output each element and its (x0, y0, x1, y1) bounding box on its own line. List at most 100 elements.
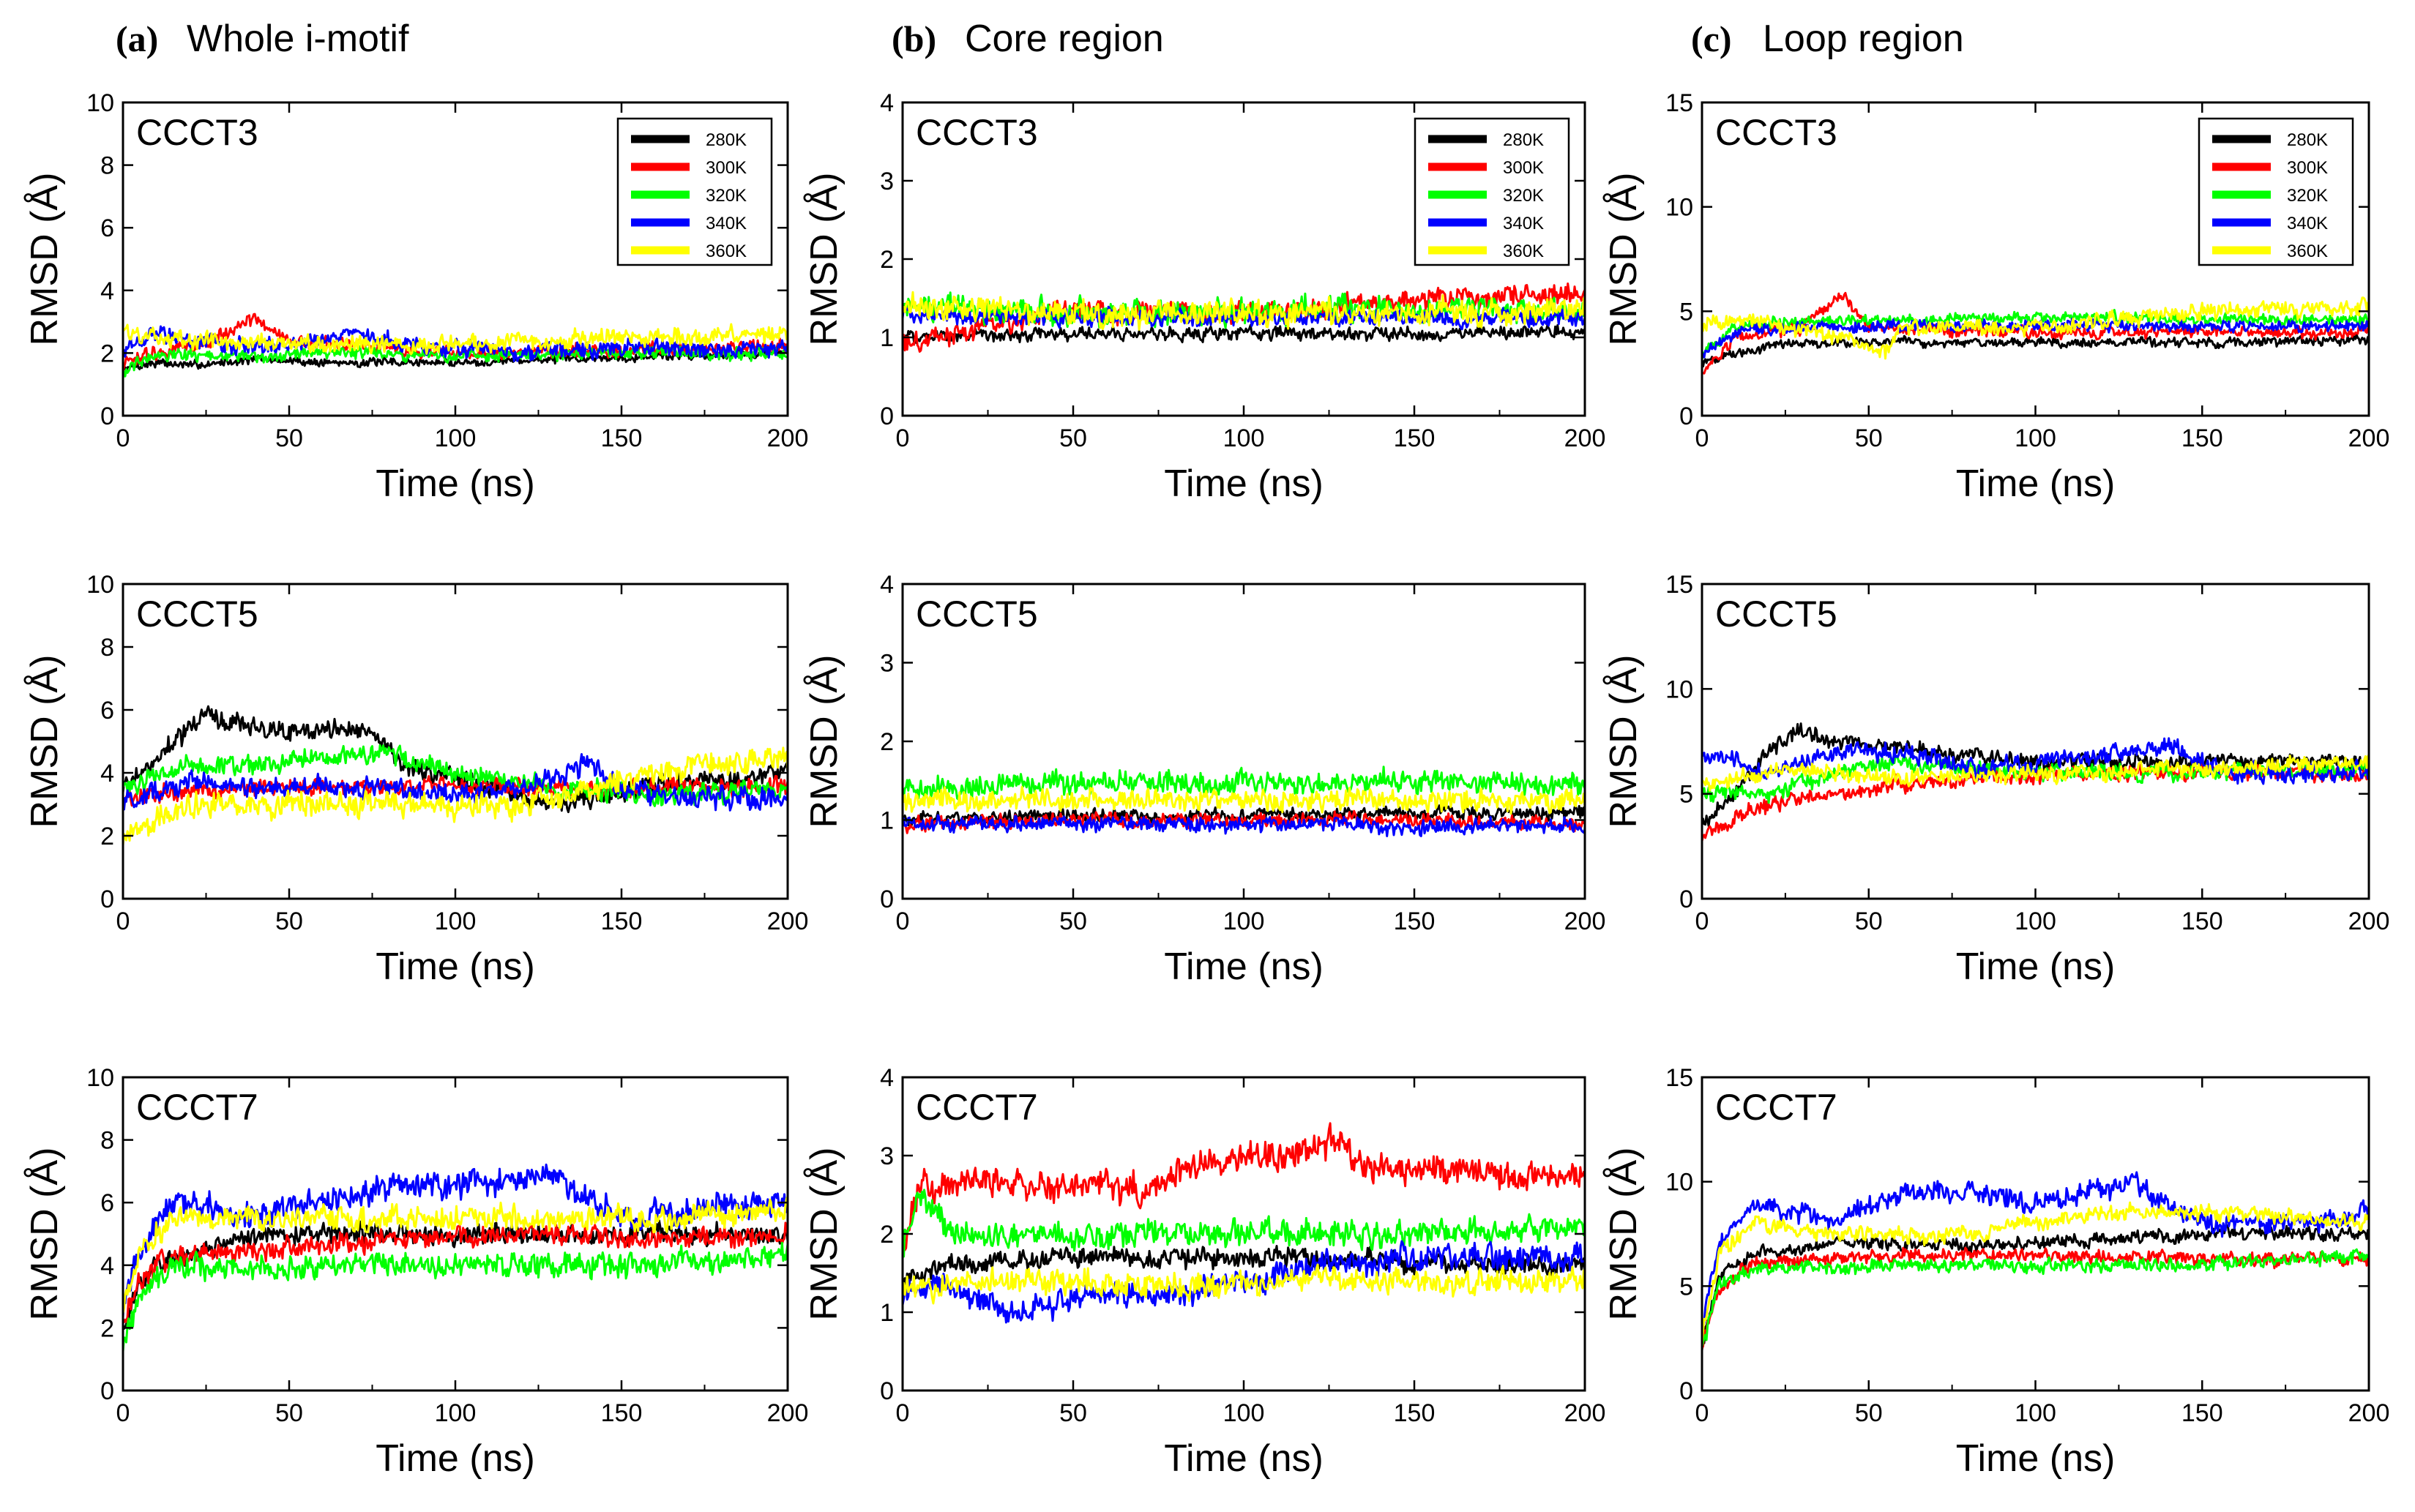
y-tick-label: 1 (880, 1299, 894, 1327)
x-tick-label: 200 (1564, 907, 1606, 935)
x-tick-label: 50 (1855, 907, 1883, 935)
y-tick-label: 5 (1679, 298, 1693, 326)
x-tick-label: 150 (2181, 1399, 2223, 1427)
y-tick-label: 10 (1665, 675, 1693, 703)
series-group (1702, 1171, 2369, 1351)
legend-label-280K: 280K (706, 130, 747, 150)
legend: 280K 300K 320K 340K 360K (2198, 117, 2354, 266)
y-tick-label: 3 (880, 650, 894, 678)
y-tick-label: 2 (100, 340, 114, 367)
legend-label-360K: 360K (706, 242, 747, 261)
x-axis-label: Time (ns) (376, 463, 535, 505)
series-line-320K (1702, 1248, 2369, 1347)
x-axis-label: Time (ns) (1956, 463, 2116, 505)
chart-panel-1-1: 0 50 100 150 200 0 2 4 6 8 10 Time (ns) RMSD (Å) CCCT… (23, 89, 808, 505)
y-tick-label: 15 (1665, 571, 1693, 599)
x-tick-label: 0 (1695, 424, 1709, 452)
series-line-280K (1702, 1224, 2369, 1351)
y-tick-label: 2 (880, 728, 894, 756)
x-tick-label: 50 (1059, 424, 1087, 452)
x-axis-label: Time (ns) (1164, 1437, 1324, 1480)
x-tick-label: 100 (435, 424, 477, 452)
x-tick-label: 50 (1059, 1399, 1087, 1427)
series-line-360K (123, 746, 788, 846)
y-tick-label: 4 (100, 1252, 114, 1280)
x-tick-label: 100 (435, 1399, 477, 1427)
y-tick-label: 8 (100, 634, 114, 662)
x-tick-label: 100 (1223, 1399, 1265, 1427)
y-tick-label: 0 (100, 403, 114, 430)
x-tick-label: 100 (1223, 907, 1265, 935)
x-tick-label: 0 (116, 424, 130, 452)
panel-title: CCCT7 (136, 1087, 258, 1128)
y-tick-label: 10 (86, 571, 114, 599)
y-tick-label: 2 (880, 1221, 894, 1249)
series-line-280K (903, 1245, 1585, 1290)
series-line-320K (123, 345, 788, 379)
series-line-360K (903, 291, 1585, 331)
column-title-b: Core region (965, 18, 1164, 60)
x-tick-label: 0 (896, 1399, 910, 1427)
panel-title: CCCT7 (1715, 1087, 1837, 1128)
x-axis-label: Time (ns) (376, 1437, 535, 1480)
x-tick-label: 150 (601, 424, 643, 452)
x-tick-label: 200 (2348, 1399, 2390, 1427)
series-line-280K (903, 323, 1585, 345)
x-axis-label: Time (ns) (1164, 946, 1324, 988)
x-tick-label: 100 (2015, 424, 2056, 452)
legend-label-320K: 320K (1503, 186, 1544, 206)
column-title-a: Whole i-motif (187, 18, 409, 60)
chart-panel-2-2: 0 50 100 150 200 0 1 2 3 4 Time (ns) RMSD (Å) CCCT5 (803, 571, 1605, 988)
y-tick-label: 4 (100, 760, 114, 787)
series-line-360K (123, 1197, 788, 1314)
y-tick-label: 0 (1679, 886, 1693, 913)
series-line-300K (903, 1122, 1585, 1251)
x-tick-label: 200 (2348, 907, 2390, 935)
series-group (903, 766, 1585, 837)
y-tick-label: 0 (880, 1377, 894, 1405)
legend-label-300K: 300K (1503, 158, 1544, 178)
y-tick-label: 6 (100, 1189, 114, 1217)
x-tick-label: 150 (2181, 424, 2223, 452)
column-header-b: (b) Core region (892, 18, 1164, 60)
legend-label-320K: 320K (706, 186, 747, 206)
x-axis-label: Time (ns) (1164, 463, 1324, 505)
series-line-300K (1702, 1246, 2369, 1350)
x-tick-label: 150 (1394, 424, 1436, 452)
series-line-300K (123, 774, 788, 807)
series-group (123, 705, 788, 846)
x-tick-label: 150 (1394, 1399, 1436, 1427)
series-line-340K (123, 1163, 788, 1318)
legend: 280K 300K 320K 340K 360K (616, 117, 773, 266)
series-group (903, 1122, 1585, 1324)
panel-title: CCCT5 (136, 594, 258, 635)
x-tick-label: 100 (2015, 1399, 2056, 1427)
y-tick-label: 2 (100, 1314, 114, 1342)
x-tick-label: 50 (275, 907, 303, 935)
x-axis-label: Time (ns) (1956, 946, 2116, 988)
x-tick-label: 0 (1695, 907, 1709, 935)
panel-title: CCCT5 (1715, 594, 1837, 635)
panel-title: CCCT3 (136, 112, 258, 153)
chart-panel-3-2: 0 50 100 150 200 0 1 2 3 4 Time (ns) RMSD (Å) CCCT7 (803, 1064, 1605, 1480)
y-axis-label: RMSD (Å) (1602, 655, 1645, 828)
y-tick-label: 0 (880, 403, 894, 430)
x-tick-label: 50 (1855, 424, 1883, 452)
y-axis-label: RMSD (Å) (1602, 1148, 1645, 1321)
y-tick-label: 1 (880, 324, 894, 352)
x-tick-label: 0 (1695, 1399, 1709, 1427)
column-title-c: Loop region (1763, 18, 1964, 60)
column-letter-a: (a) (116, 18, 158, 59)
y-tick-label: 15 (1665, 89, 1693, 117)
panel-title: CCCT3 (1715, 112, 1837, 153)
chart-panel-2-3: 0 50 100 150 200 0 5 10 15 Time (ns) RMSD (Å) CCCT5 (1602, 571, 2389, 988)
x-tick-label: 100 (1223, 424, 1265, 452)
legend-label-360K: 360K (2287, 242, 2328, 261)
y-tick-label: 2 (880, 246, 894, 274)
legend-label-340K: 340K (2287, 214, 2328, 233)
chart-panel-1-2: 0 50 100 150 200 0 1 2 3 4 Time (ns) RMSD (Å) CCCT3 2… (803, 89, 1605, 505)
series-line-360K (1702, 754, 2369, 792)
series-line-340K (903, 814, 1585, 837)
x-tick-label: 200 (767, 424, 809, 452)
series-group (123, 312, 788, 379)
